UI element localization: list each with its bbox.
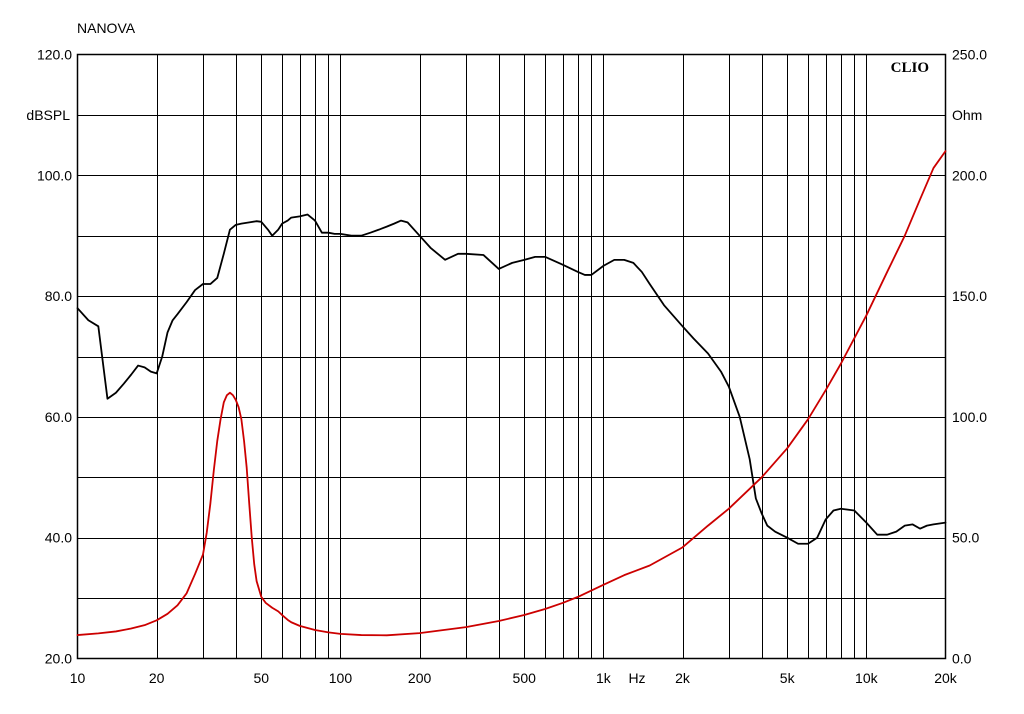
x-tick-labels: 10 20 50 100 200 500 1k 2k 5k 10k 20k (70, 670, 958, 686)
y-left-tick-label: 40.0 (45, 530, 72, 546)
y-left-tick-label: 80.0 (45, 288, 72, 304)
x-tick-label: 10 (70, 670, 86, 686)
plot-frame (76, 53, 947, 660)
x-tick-label: 500 (513, 670, 537, 686)
clio-watermark-box (882, 57, 942, 77)
y-left-tick-label: 100.0 (37, 167, 72, 183)
x-tick-label: 1k (596, 670, 612, 686)
y-left-axis-label: dBSPL (26, 107, 70, 123)
y-right-tick-label: 0.0 (952, 651, 972, 667)
spl-curve (76, 213, 947, 545)
y-left-tick-label: 60.0 (45, 409, 72, 425)
y-left-tick-label: 20.0 (45, 651, 72, 667)
x-tick-label: 2k (675, 670, 691, 686)
x-tick-label: 20k (934, 670, 958, 686)
x-tick-label: 10k (855, 670, 879, 686)
y-right-axis-label: Ohm (952, 107, 982, 123)
impedance-curve (76, 150, 947, 637)
y-right-tick-label: 50.0 (952, 530, 979, 546)
y-right-tick-label: 200.0 (952, 167, 987, 183)
chart-title: NANOVA (77, 20, 136, 36)
y-right-tick-labels: 0.0 50.0 100.0 150.0 200.0 250.0 (952, 47, 987, 667)
grid (77, 54, 946, 659)
y-right-tick-label: 250.0 (952, 47, 987, 63)
y-right-tick-label: 100.0 (952, 409, 987, 425)
x-tick-label: 200 (408, 670, 432, 686)
x-tick-label: 100 (329, 670, 353, 686)
clio-watermark: CLIO (891, 60, 929, 76)
x-axis-unit-label: Hz (628, 670, 645, 686)
x-tick-label: 20 (149, 670, 165, 686)
y-right-tick-label: 150.0 (952, 288, 987, 304)
y-left-tick-label: 120.0 (37, 47, 72, 63)
x-tick-label: 50 (254, 670, 270, 686)
y-left-tick-labels: 20.0 40.0 60.0 80.0 100.0 120.0 (37, 47, 72, 667)
series-layer (76, 150, 947, 637)
x-tick-label: 5k (780, 670, 796, 686)
